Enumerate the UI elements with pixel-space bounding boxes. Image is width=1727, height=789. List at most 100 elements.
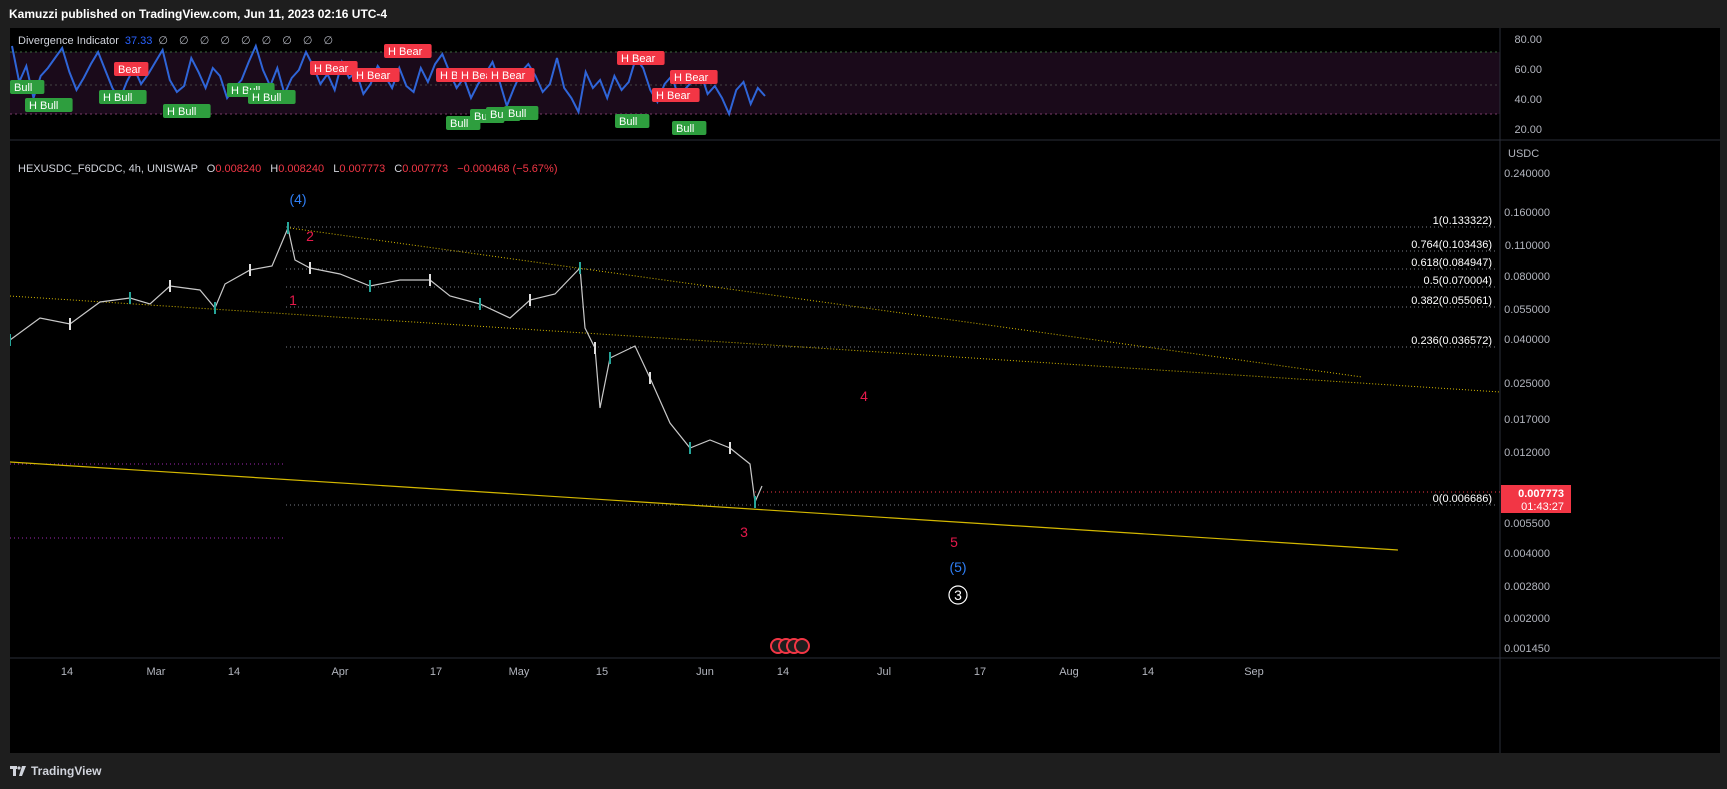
price-axis-tick: 0.160000 <box>1504 207 1550 219</box>
wave-label: (5) <box>949 559 966 575</box>
divergence-label-bg <box>25 98 73 112</box>
price-axis-tick: 0.025000 <box>1504 378 1550 390</box>
open-label: O <box>206 163 216 175</box>
fib-level-label: 1(0.133322) <box>1433 215 1492 227</box>
high-value: 0.008240 <box>278 163 325 175</box>
divergence-label-text: H Bull <box>167 106 196 118</box>
divergence-label-bear: H Bear <box>310 61 358 75</box>
time-axis-tick: 15 <box>596 666 608 678</box>
price-candle <box>729 442 731 454</box>
event-icons <box>770 638 810 654</box>
price-axis-tick: 0.001450 <box>1504 643 1550 655</box>
divergence-label-text: Bull <box>450 118 468 130</box>
time-axis-tick: 14 <box>228 666 240 678</box>
divergence-label-text: H Bull <box>252 92 281 104</box>
time-axis-tick: May <box>509 666 530 678</box>
divergence-label-bull: H Bull <box>99 90 147 104</box>
price-series <box>10 226 763 505</box>
tradingview-logo-icon <box>10 766 26 776</box>
footer-bar: TradingView <box>0 753 1727 789</box>
divergence-label-bull: Bull <box>672 121 707 135</box>
divergence-label-bg <box>487 68 535 82</box>
fib-level-label: 0.382(0.055061) <box>1411 295 1492 307</box>
change-value: −0.000468 (−5.67%) <box>457 163 558 175</box>
indicator-placeholders: ∅ ∅ ∅ ∅ ∅ ∅ ∅ ∅ ∅ <box>158 35 338 47</box>
price-candle <box>10 334 11 346</box>
symbol-legend[interactable]: HEXUSDC_F6DCDC, 4h, UNISWAP O0.008240 H0… <box>18 163 558 175</box>
divergence-label-bg <box>352 68 400 82</box>
indicator-legend[interactable]: Divergence Indicator 37.33 ∅ ∅ ∅ ∅ ∅ ∅ ∅ ∅… <box>18 34 337 47</box>
divergence-label-bear: H Bear <box>352 68 400 82</box>
price-axis-tick: 0.002800 <box>1504 581 1550 593</box>
indicator-value: 37.33 <box>124 35 153 47</box>
time-axis-tick: Jun <box>696 666 714 678</box>
divergence-label-text: H Bull <box>103 92 132 104</box>
price-axis-tick: 0.055000 <box>1504 304 1550 316</box>
divergence-label-bg <box>10 80 45 94</box>
wave-label: 3 <box>954 587 962 603</box>
divergence-label-bull: Bull <box>10 80 45 94</box>
divergence-label-text: H Bear <box>491 70 526 82</box>
price-axis-tick: 0.110000 <box>1505 240 1550 252</box>
divergence-label-bull: H Bull <box>248 90 296 104</box>
last-price-value: 0.007773 <box>1518 488 1564 500</box>
fib-level-label: 0(0.006686) <box>1433 493 1492 505</box>
divergence-label-bg <box>617 51 665 65</box>
time-axis-tick: Mar <box>147 666 166 678</box>
time-axis-tick: 17 <box>974 666 986 678</box>
close-value: 0.007773 <box>402 163 449 175</box>
divergence-label-bg <box>163 104 211 118</box>
wave-label: 1 <box>289 292 297 308</box>
divergence-label-bull: H Bull <box>163 104 211 118</box>
price-axis-tick: 0.012000 <box>1504 447 1550 459</box>
publish-text: Kamuzzi published on TradingView.com, Ju… <box>9 7 388 21</box>
divergence-label-text: H Bear <box>388 46 423 58</box>
price-axis-tick: 0.080000 <box>1504 271 1550 283</box>
price-candle <box>429 274 431 286</box>
price-candle <box>594 342 596 354</box>
trendline-upper <box>10 295 1501 393</box>
divergence-label-text: H Bear <box>314 63 349 75</box>
price-axis-currency: USDC <box>1508 148 1539 160</box>
event-flag-icon <box>794 638 810 654</box>
wave-label: (4) <box>289 191 306 207</box>
price-candle <box>369 280 371 292</box>
divergence-label-bear: Bear <box>114 62 149 76</box>
time-axis-tick: 14 <box>777 666 789 678</box>
price-candle <box>529 294 531 306</box>
open-value: 0.008240 <box>215 163 262 175</box>
divergence-label-text: Bull <box>676 123 694 135</box>
time-axis-tick: Jul <box>877 666 891 678</box>
indicator-axis-tick: 20.00 <box>1514 124 1542 136</box>
price-candle <box>214 302 216 314</box>
brand-name: TradingView <box>31 764 102 778</box>
fib-level-label: 0.236(0.036572) <box>1411 335 1492 347</box>
time-axis-tick: 14 <box>1142 666 1154 678</box>
chart-area[interactable]: 80.00 60.00 40.00 20.00 Bull H Bull Bear H Bull… <box>10 28 1720 753</box>
divergence-label-text: H Bear <box>621 53 656 65</box>
chart-canvas[interactable]: 80.00 60.00 40.00 20.00 Bull H Bull Bear H Bull… <box>10 28 1720 753</box>
divergence-label-bear: H Bear <box>487 68 535 82</box>
divergence-label-bg <box>504 106 539 120</box>
indicator-axis-tick: 80.00 <box>1514 34 1542 46</box>
divergence-label-text: H Bear <box>461 70 496 82</box>
divergence-label-bear: H Bear <box>652 88 700 102</box>
divergence-label-bg <box>615 114 650 128</box>
wave-label: 5 <box>950 534 958 550</box>
price-candle <box>129 292 131 304</box>
symbol-title: HEXUSDC_F6DCDC, 4h, UNISWAP <box>18 163 198 175</box>
low-label: L <box>333 163 340 175</box>
divergence-label-bg <box>670 70 718 84</box>
tradingview-brand[interactable]: TradingView <box>10 764 101 778</box>
price-candle <box>169 280 171 292</box>
divergence-label-bg <box>384 44 432 58</box>
trendline-descending <box>289 227 1363 378</box>
publish-header: Kamuzzi published on TradingView.com, Ju… <box>0 0 1727 28</box>
price-candle <box>479 298 481 310</box>
divergence-label-text: H Bear <box>356 70 391 82</box>
divergence-label-bg <box>310 61 358 75</box>
divergence-label-bg <box>114 62 149 76</box>
divergence-label-bull: Bull <box>615 114 650 128</box>
price-axis-tick: 0.005500 <box>1504 518 1550 530</box>
divergence-label-text: H Bull <box>29 100 58 112</box>
